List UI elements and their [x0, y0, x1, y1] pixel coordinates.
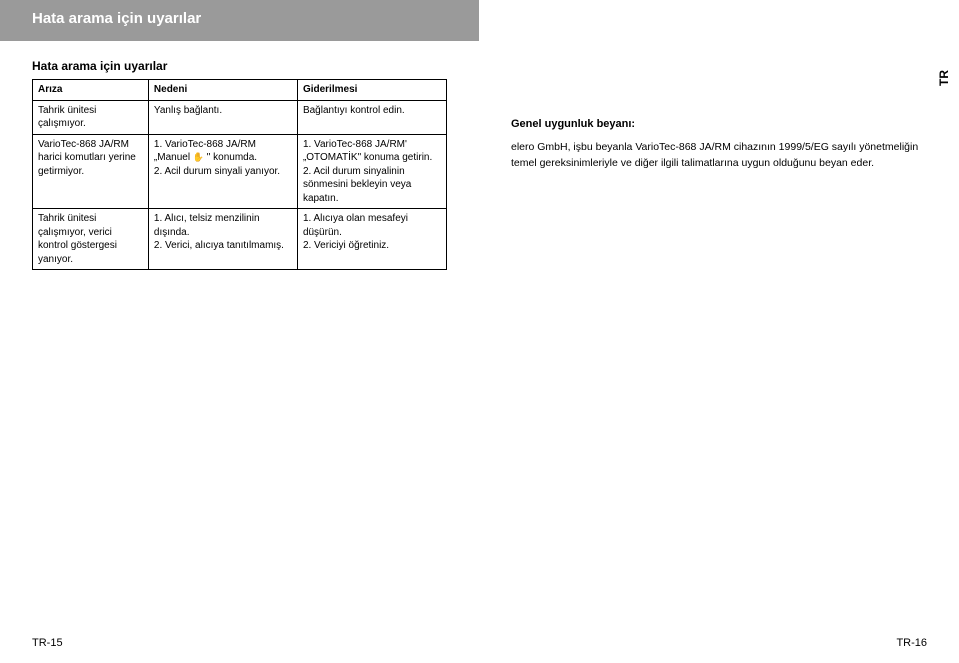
cell-cause: 1. VarioTec-868 JA/RM „Manuel ✋ " konumd…: [148, 134, 297, 209]
th-remedy: Giderilmesi: [297, 80, 446, 101]
page-header-left: Hata arama için uyarılar: [0, 0, 479, 41]
hand-icon: ✋: [193, 151, 204, 163]
table-row: Tahrik ünitesi çalışmıyor. Yanlış bağlan…: [33, 100, 447, 134]
table-row: VarioTec-868 JA/RM harici komutları yeri…: [33, 134, 447, 209]
section-subheading: Hata arama için uyarılar: [32, 59, 447, 73]
footer-page-right: TR-16: [896, 637, 927, 649]
th-cause: Nedeni: [148, 80, 297, 101]
declaration-body: elero GmbH, işbu beyanla VarioTec-868 JA…: [511, 140, 927, 172]
cell-cause: Yanlış bağlantı.: [148, 100, 297, 134]
cell-remedy: Bağlantıyı kontrol edin.: [297, 100, 446, 134]
declaration-heading: Genel uygunluk beyanı:: [511, 118, 927, 130]
cell-cause: 1. Alıcı, telsiz menzilinin dışında. 2. …: [148, 209, 297, 270]
cell-fault: Tahrik ünitesi çalışmıyor, verici kontro…: [33, 209, 149, 270]
cell-fault: VarioTec-868 JA/RM harici komutları yeri…: [33, 134, 149, 209]
troubleshooting-table: Arıza Nedeni Giderilmesi Tahrik ünitesi …: [32, 79, 447, 270]
th-fault: Arıza: [33, 80, 149, 101]
header-title: Hata arama için uyarılar: [32, 10, 201, 27]
table-header-row: Arıza Nedeni Giderilmesi: [33, 80, 447, 101]
side-tab-language: TR: [937, 70, 951, 86]
cell-remedy: 1. Alıcıya olan mesafeyi düşürün. 2. Ver…: [297, 209, 446, 270]
footer-page-left: TR-15: [32, 637, 63, 649]
cell-remedy: 1. VarioTec-868 JA/RM' „OTOMATİK" konuma…: [297, 134, 446, 209]
table-row: Tahrik ünitesi çalışmıyor, verici kontro…: [33, 209, 447, 270]
cell-fault: Tahrik ünitesi çalışmıyor.: [33, 100, 149, 134]
